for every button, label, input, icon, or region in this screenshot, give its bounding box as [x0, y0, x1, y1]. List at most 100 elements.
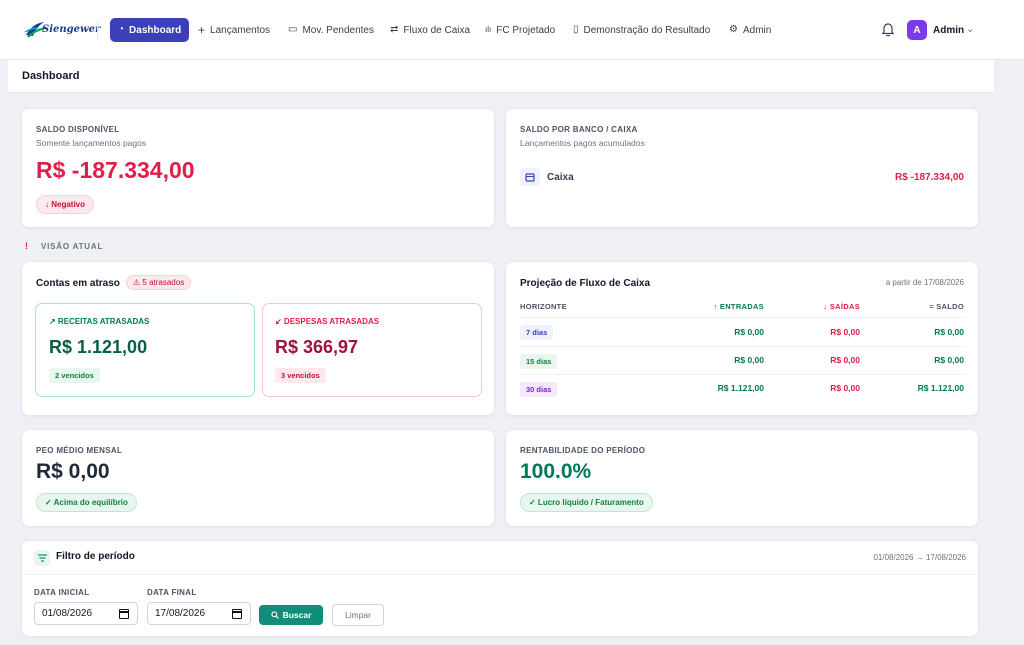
bar-chart-icon: ılı	[485, 25, 492, 34]
top-navbar: Siengewer ◔ Dashboard + Lançamentos ▭ Mo…	[0, 0, 1024, 60]
nav-label: Admin	[742, 24, 772, 36]
data-inicial-value: 01/08/2026	[42, 608, 93, 619]
projecao-fluxo-card: Projeção de Fluxo de Caixa a partir de 1…	[505, 261, 979, 416]
entradas-cell: R$ 0,00	[734, 327, 764, 337]
col-saldo: = SALDO	[929, 302, 964, 311]
saldo-disponivel-value: R$ -187.334,00	[36, 157, 195, 183]
dashboard-icon: ◔	[118, 24, 125, 35]
gear-icon: ⚙	[729, 24, 738, 35]
nav-fc-projetado[interactable]: ılı FC Projetado	[485, 18, 555, 42]
page-header: Dashboard	[8, 60, 994, 93]
nav-dashboard[interactable]: ◔ Dashboard	[110, 18, 190, 42]
saldo-disponivel-sub: Somente lançamentos pagos	[36, 138, 147, 148]
projecao-since: a partir de 17/08/2026	[885, 278, 964, 287]
nav-label: Demonstração do Resultado	[583, 24, 711, 36]
atrasados-badge: ⚠ 5 atrasados	[126, 275, 192, 290]
negative-badge: ↓ Negativo	[36, 195, 95, 214]
saldo-disponivel-card: SALDO DISPONÍVEL Somente lançamentos pag…	[21, 108, 495, 228]
nav-fluxo-caixa[interactable]: ⇄ Fluxo de Caixa	[390, 18, 470, 42]
nav-label: Fluxo de Caixa	[403, 24, 471, 36]
brand-logo[interactable]: Siengewer	[24, 19, 100, 41]
search-icon	[270, 611, 279, 619]
nav-lancamentos[interactable]: + Lançamentos	[198, 18, 270, 42]
horizonte-tag: 30 dias	[520, 382, 558, 397]
data-final-value: 17/08/2026	[155, 608, 206, 619]
entradas-cell: R$ 1.121,00	[717, 383, 764, 393]
saldo-cell: R$ 1.121,00	[917, 383, 964, 393]
alert-icon: !	[25, 241, 28, 251]
nav-label: Dashboard	[129, 24, 182, 36]
user-name[interactable]: Admin	[933, 25, 965, 36]
limpar-button[interactable]: Limpar	[332, 604, 384, 626]
rentabilidade-value: 100.0%	[520, 460, 592, 483]
buscar-button[interactable]: Buscar	[259, 605, 323, 625]
saidas-cell: R$ 0,00	[830, 383, 860, 393]
contas-atraso-card: Contas em atraso ⚠ 5 atrasados ↗ RECEITA…	[21, 261, 495, 416]
rentabilidade-card: RENTABILIDADE DO PERÍODO 100.0% ✓ Lucro …	[505, 429, 979, 527]
peo-card: PEO MÉDIO MENSAL R$ 0,00 ✓ Acima do equi…	[21, 429, 495, 527]
col-entradas: ↑ ENTRADAS	[713, 302, 764, 311]
bank-icon	[520, 168, 540, 186]
bell-icon[interactable]	[882, 23, 894, 37]
nav-mov-pendentes[interactable]: ▭ Mov. Pendentes	[288, 18, 374, 42]
nav-admin[interactable]: ⚙ Admin	[729, 18, 771, 42]
despesas-vencidos-tag: 3 vencidos	[275, 368, 326, 383]
receitas-vencidos-tag: 2 vencidos	[49, 368, 100, 383]
header-divider	[520, 317, 966, 318]
document-icon: ▯	[573, 24, 579, 35]
despesas-atrasadas-card[interactable]: ↙ DESPESAS ATRASADAS R$ 366,97 3 vencido…	[262, 303, 482, 397]
saidas-cell: R$ 0,00	[830, 327, 860, 337]
saldo-disponivel-label: SALDO DISPONÍVEL	[36, 125, 120, 134]
saldo-banco-label: SALDO POR BANCO / CAIXA	[520, 125, 638, 134]
contas-atraso-title: Contas em atraso	[36, 278, 120, 289]
col-saidas: ↓ SAÍDAS	[823, 302, 860, 311]
despesas-atrasadas-value: R$ 366,97	[275, 337, 359, 357]
receitas-atrasadas-value: R$ 1.121,00	[49, 337, 148, 357]
lucro-badge: ✓ Lucro líquido / Faturamento	[520, 493, 653, 512]
data-inicial-input[interactable]: 01/08/2026	[34, 602, 138, 625]
saidas-cell: R$ 0,00	[830, 355, 860, 365]
nav-divider	[97, 20, 98, 40]
account-balance: R$ -187.334,00	[895, 172, 964, 183]
projecao-title: Projeção de Fluxo de Caixa	[520, 278, 651, 289]
data-final-label: DATA FINAL	[147, 588, 197, 597]
horizonte-tag: 15 dias	[520, 354, 558, 369]
despesas-atrasadas-label: ↙ DESPESAS ATRASADAS	[275, 317, 380, 326]
nav-demonstracao-resultado[interactable]: ▯ Demonstração do Resultado	[573, 18, 710, 42]
logo-mark-icon	[24, 22, 47, 38]
limpar-label: Limpar	[345, 610, 371, 620]
filtro-periodo-card: Filtro de período 01/08/2026 → 17/08/202…	[21, 540, 979, 637]
visao-atual-label: VISÃO ATUAL	[41, 242, 104, 251]
row-divider	[520, 374, 966, 375]
horizonte-tag: 7 dias	[520, 325, 554, 340]
data-final-input[interactable]: 17/08/2026	[147, 602, 251, 625]
receitas-atrasadas-card[interactable]: ↗ RECEITAS ATRASADAS R$ 1.121,00 2 venci…	[35, 303, 255, 397]
peo-label: PEO MÉDIO MENSAL	[36, 446, 123, 455]
row-divider	[520, 346, 966, 347]
data-inicial-label: DATA INICIAL	[34, 588, 90, 597]
col-horizonte: HORIZONTE	[520, 302, 567, 311]
arrows-exchange-icon: ⇄	[390, 24, 399, 35]
nav-label: Lançamentos	[210, 24, 271, 36]
entradas-cell: R$ 0,00	[734, 355, 764, 365]
saldo-cell: R$ 0,00	[934, 327, 964, 337]
chevron-down-icon[interactable]: ⌄	[966, 24, 975, 35]
calendar-icon[interactable]	[119, 609, 129, 619]
saldo-cell: R$ 0,00	[934, 355, 964, 365]
rentabilidade-label: RENTABILIDADE DO PERÍODO	[520, 446, 646, 455]
avatar[interactable]: A	[907, 20, 927, 40]
brand-name: Siengewer	[42, 24, 101, 35]
filtro-divider	[22, 574, 978, 575]
filter-icon	[34, 550, 50, 566]
page-title: Dashboard	[22, 70, 80, 82]
inbox-icon: ▭	[288, 24, 298, 35]
saldo-banco-sub: Lançamentos pagos acumulados	[520, 138, 645, 148]
receitas-atrasadas-label: ↗ RECEITAS ATRASADAS	[49, 317, 150, 326]
buscar-label: Buscar	[282, 610, 312, 620]
filtro-title: Filtro de período	[56, 551, 135, 562]
saldo-banco-card: SALDO POR BANCO / CAIXA Lançamentos pago…	[505, 108, 979, 228]
calendar-icon[interactable]	[232, 609, 242, 619]
peo-value: R$ 0,00	[36, 460, 110, 483]
nav-label: FC Projetado	[496, 24, 556, 36]
equilibrio-badge: ✓ Acima do equilíbrio	[36, 493, 137, 512]
